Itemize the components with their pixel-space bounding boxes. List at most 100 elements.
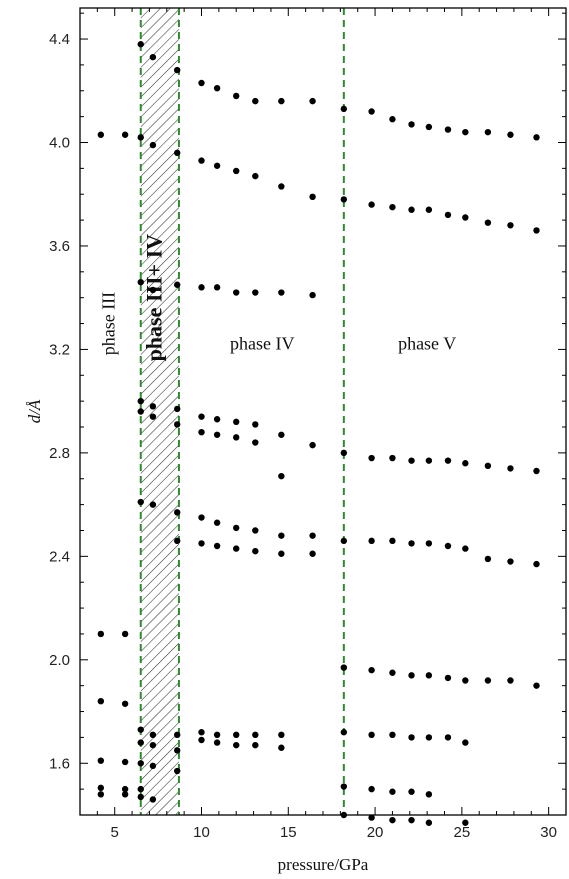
data-point [309,291,316,299]
data-point [97,630,105,638]
data-point [121,758,129,766]
data-point [444,126,452,133]
x-tick-label: 30 [540,824,557,841]
data-point [233,524,240,532]
data-point [174,731,181,739]
data-point [252,172,259,180]
data-point [408,734,415,741]
data-point [444,211,452,219]
data-point [340,537,348,545]
data-point [137,134,144,141]
data-point [425,791,433,798]
data-point [137,785,144,793]
x-tick-label: 10 [193,824,210,841]
data-point [97,131,105,138]
data-point [233,741,240,749]
data-point [533,467,540,475]
data-point [425,819,433,826]
data-point [425,734,433,741]
data-point [389,669,396,676]
y-tick-label: 1.6 [49,755,70,772]
data-point [233,434,240,441]
data-point [309,97,316,105]
y-tick-label: 4.0 [49,135,70,152]
data-point [484,128,492,136]
hatched-region [140,8,179,815]
data-point [97,791,105,798]
data-point [507,222,514,229]
data-point [149,731,157,739]
data-point [484,677,492,684]
data-point [389,537,396,545]
data-point [507,465,514,472]
data-point [425,540,433,547]
data-point [252,421,259,428]
data-point [389,203,396,211]
data-point [462,214,469,221]
data-point [340,729,348,736]
data-point [533,682,540,689]
data-point [408,206,415,213]
y-tick-label: 4.4 [49,31,70,48]
data-point [309,193,316,201]
data-point [174,405,181,413]
data-point [198,79,205,87]
data-point [408,121,415,128]
data-point [174,767,181,775]
data-point [149,413,157,420]
data-point [278,731,285,739]
region-label: phase IV [230,333,294,353]
plot-area: 5 10 15 20 25 30 1.6 2.0 2.4 2.8 3.2 3.6 4.0 4.4 press… [25,7,567,874]
data-point [137,397,144,405]
data-point [213,84,221,92]
data-point [252,439,259,446]
data-point [149,501,157,508]
data-point [340,811,348,819]
data-point [233,545,240,552]
data-point [444,457,452,464]
data-point [309,550,316,557]
data-point [340,196,348,203]
data-point [252,731,259,739]
data-point [198,157,205,164]
data-point [507,131,514,138]
data-point [389,731,396,739]
y-axis-title: d/Å [25,399,44,423]
data-point [507,558,514,565]
data-point [278,550,285,557]
data-point [484,219,492,226]
data-point [198,284,205,291]
data-point [462,739,469,746]
data-point [149,141,157,149]
data-point [198,413,205,420]
data-point [213,431,221,438]
y-tick-label: 2.4 [49,548,70,565]
y-tick-label: 2.8 [49,445,70,462]
data-point [174,509,181,516]
data-point [408,788,415,795]
data-point [137,793,144,801]
data-point [213,731,221,739]
data-point [278,289,285,296]
x-axis-title: pressure/GPa [278,855,369,874]
data-point [389,788,396,795]
data-point [137,726,144,733]
data-point [213,416,221,423]
data-point [368,201,375,208]
region-label: phase III+ IV [142,234,167,362]
data-point [368,537,375,545]
data-point [149,796,157,803]
data-point [97,697,105,705]
data-point [213,519,221,526]
data-point [408,540,415,547]
data-point [462,545,469,552]
data-point [149,286,157,294]
data-point [233,418,240,426]
data-point [149,762,157,770]
data-point [174,149,181,157]
data-point [233,289,240,296]
data-point [149,403,157,410]
data-point [233,167,240,175]
data-point [408,672,415,679]
data-point [198,729,205,736]
